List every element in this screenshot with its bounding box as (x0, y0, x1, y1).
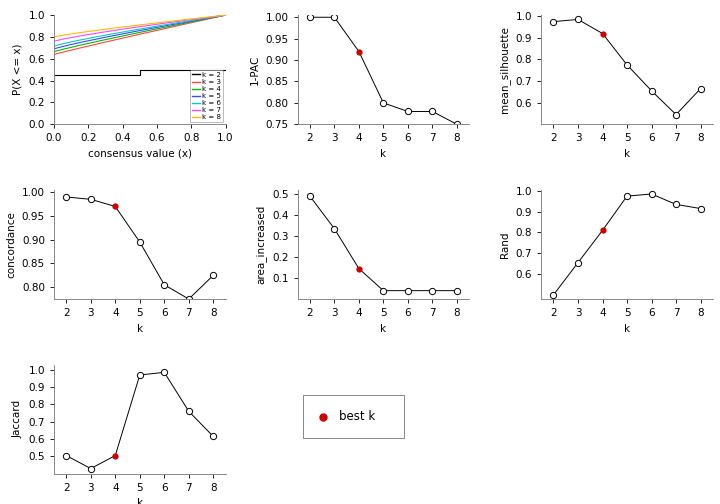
Y-axis label: area_increased: area_increased (256, 205, 266, 284)
Y-axis label: concordance: concordance (6, 211, 17, 278)
X-axis label: k: k (137, 324, 143, 334)
Y-axis label: Jaccard: Jaccard (13, 400, 23, 438)
Text: best k: best k (339, 410, 375, 423)
Y-axis label: P(X <= x): P(X <= x) (13, 44, 23, 95)
X-axis label: k: k (624, 324, 630, 334)
X-axis label: k: k (624, 149, 630, 159)
X-axis label: k: k (380, 324, 387, 334)
X-axis label: k: k (137, 498, 143, 504)
Y-axis label: 1-PAC: 1-PAC (250, 54, 260, 85)
X-axis label: k: k (380, 149, 387, 159)
Y-axis label: Rand: Rand (500, 231, 510, 258)
Y-axis label: mean_silhouette: mean_silhouette (499, 26, 510, 113)
Legend: k = 2, k = 3, k = 4, k = 5, k = 6, k = 7, k = 8: k = 2, k = 3, k = 4, k = 5, k = 6, k = 7… (190, 70, 223, 122)
X-axis label: consensus value (x): consensus value (x) (88, 149, 192, 159)
FancyBboxPatch shape (303, 395, 404, 437)
